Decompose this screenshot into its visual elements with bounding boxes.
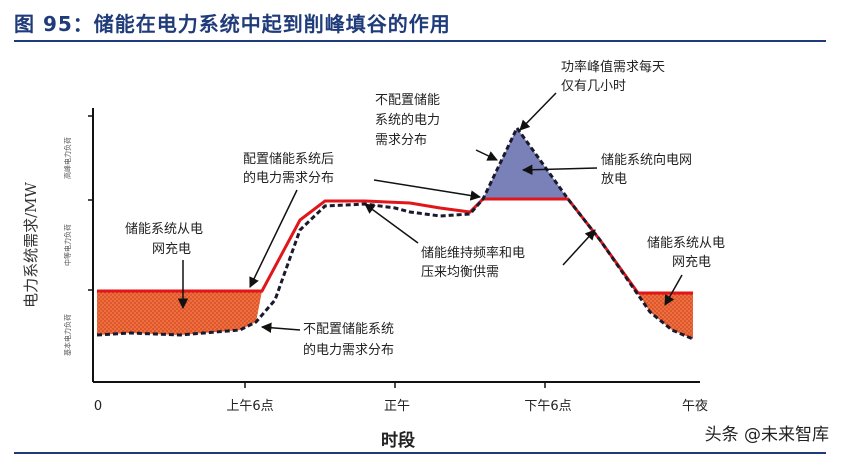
arrow-discharge	[521, 164, 598, 175]
x-tick-label-midnight: 午夜	[682, 399, 708, 414]
note-charge-left-1: 储能系统从电	[125, 222, 203, 237]
x-axis-label: 时段	[381, 430, 415, 451]
arrow-freq-left	[364, 203, 419, 244]
note-no-storage-low-2: 的电力需求分布	[303, 342, 394, 358]
x-tick-label-6pm: 下午6点	[524, 399, 571, 414]
arrow-with-storage	[373, 179, 482, 201]
title-divider	[14, 40, 826, 42]
band-label-peak: 高峰电力负荷	[63, 137, 72, 179]
arrow-no-storage-low	[260, 322, 301, 333]
note-no-storage-peak-3: 需求分布	[375, 133, 427, 148]
figure-title: 图 95：储能在电力系统中起到削峰填谷的作用	[14, 12, 451, 36]
arrow-peak-hours	[519, 92, 557, 131]
note-no-storage-low-1: 不配置储能系统	[303, 322, 394, 337]
note-charge-right-2: 网充电	[672, 254, 711, 270]
x-tick-label-0: 0	[94, 399, 102, 414]
y-axis-label: 电力系统需求/MW	[22, 182, 40, 308]
discharge-area	[483, 128, 568, 199]
arrow-freq-right	[562, 229, 596, 266]
band-label-mid: 中等电力负荷	[63, 224, 72, 266]
arrow-with-storage-6am	[249, 189, 298, 288]
note-discharge-1: 储能系统向电网	[601, 152, 692, 168]
note-charge-right-1: 储能系统从电	[647, 236, 725, 251]
charge-area-right	[638, 293, 693, 339]
band-label-base: 基本电力负荷	[63, 314, 72, 356]
note-no-storage-peak-2: 系统的电力	[375, 112, 440, 128]
note-peak-hours-1: 功率峰值需求每天	[561, 59, 665, 75]
x-tick-label-noon: 正午	[384, 399, 410, 414]
note-discharge-2: 放电	[601, 172, 627, 187]
note-charge-left-2: 网充电	[152, 241, 191, 257]
source-watermark: 头条 @未来智库	[704, 425, 829, 445]
note-no-storage-peak-1: 不配置储能	[375, 93, 440, 108]
arrow-no-storage-peak	[475, 149, 498, 161]
note-with-storage-1: 配置储能系统后	[243, 152, 334, 167]
bottom-divider	[14, 452, 826, 454]
note-freq-voltage-1: 储能维持频率和电	[421, 245, 525, 261]
x-tick-label-6am: 上午6点	[226, 399, 273, 414]
note-with-storage-2: 的电力需求分布	[243, 170, 334, 186]
note-peak-hours-2: 仅有几小时	[561, 79, 626, 94]
charge-area-left	[97, 291, 262, 335]
note-freq-voltage-2: 压来均衡供需	[421, 265, 499, 280]
arrow-charge-right	[664, 274, 683, 306]
